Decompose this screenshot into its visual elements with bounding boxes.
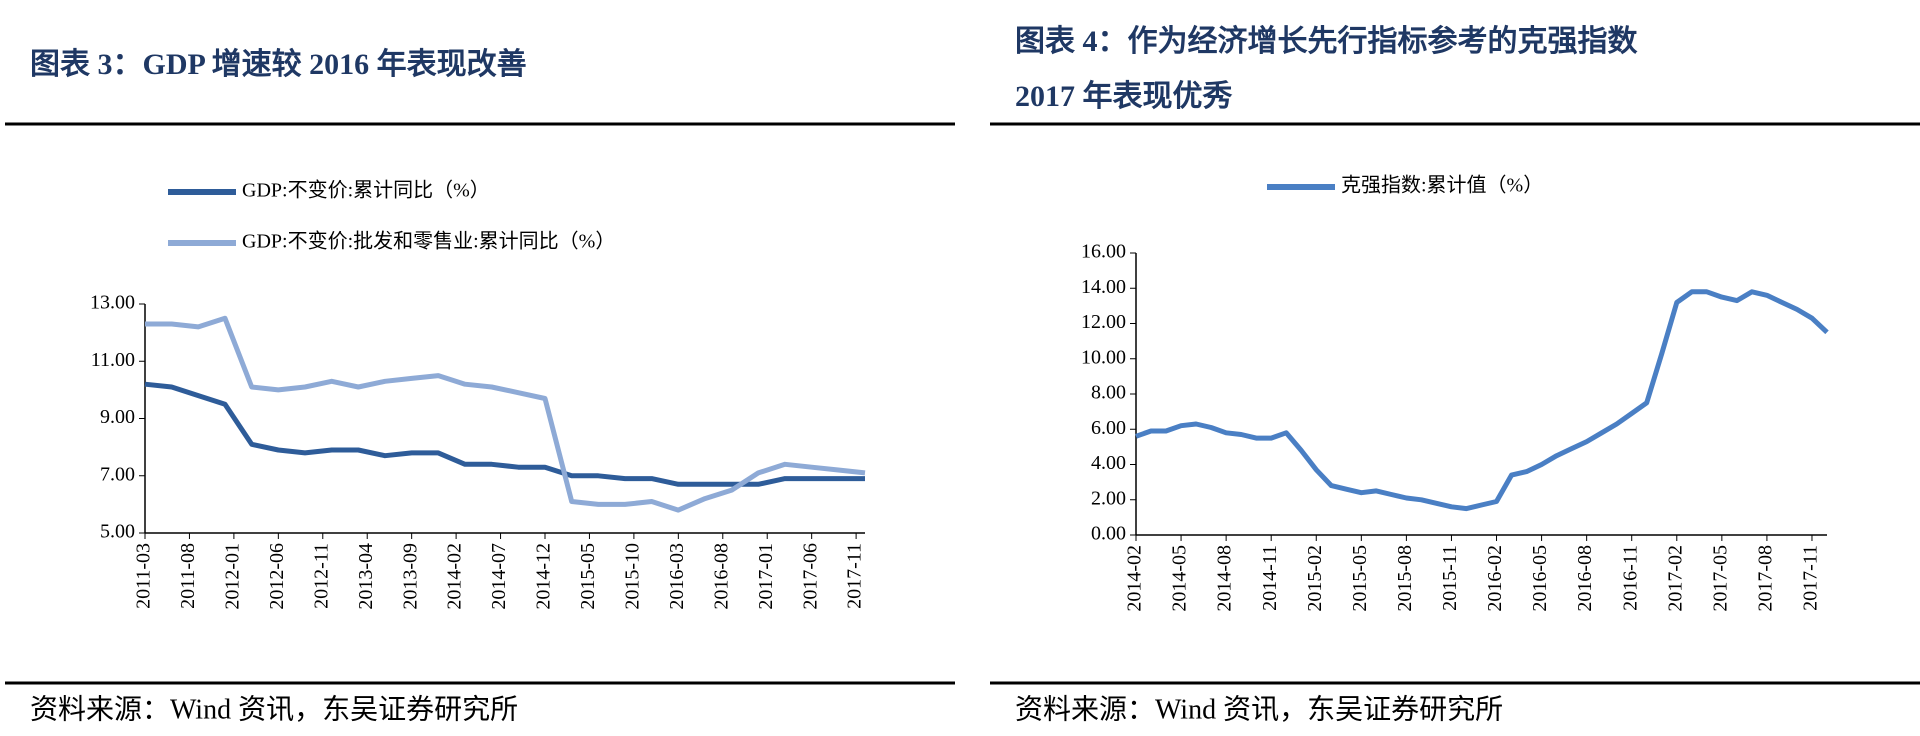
x-tick-label: 2014-02 [1124,545,1146,612]
source: 资料来源：Wind 资讯，东吴证券研究所 [30,693,518,725]
x-tick-label: 2011-08 [177,543,199,609]
y-tick-label: 6.00 [1091,417,1126,439]
source: 资料来源：Wind 资讯，东吴证券研究所 [1015,693,1503,725]
y-tick-label: 7.00 [100,463,135,485]
x-tick-label: 2016-11 [1619,545,1641,611]
x-tick-label: 2014-07 [488,543,510,610]
x-tick-label: 2017-06 [799,543,821,610]
y-tick-label: 4.00 [1091,452,1126,474]
x-tick-label: 2017-11 [1800,545,1822,611]
x-tick-label: 2016-03 [666,543,688,610]
y-tick-label: 9.00 [100,406,135,428]
x-tick-label: 2016-02 [1484,545,1506,612]
x-tick-label: 2015-08 [1394,545,1416,612]
x-tick-label: 2013-04 [355,543,377,610]
y-tick-label: 5.00 [100,521,135,543]
x-tick-label: 2015-11 [1439,545,1461,611]
x-tick-label: 2014-02 [444,543,466,610]
x-tick-label: 2012-11 [310,543,332,609]
x-tick-label: 2017-05 [1709,545,1731,612]
panel-title: 图表 4：作为经济增长先行指标参考的克强指数 [1015,24,1638,58]
data-line [144,381,865,487]
x-tick-label: 2017-01 [755,543,777,610]
x-tick-label: 2014-05 [1169,545,1191,612]
x-tick-label: 2011-03 [133,543,155,609]
y-tick-label: 10.00 [1081,346,1126,368]
legend-label: 克强指数:累计值（%） [1341,174,1543,197]
x-tick-label: 2015-10 [621,543,643,610]
panel-title: 2017 年表现优秀 [1015,80,1233,113]
x-tick-label: 2017-08 [1755,545,1777,612]
y-tick-label: 0.00 [1091,523,1126,545]
y-tick-label: 8.00 [1091,382,1126,404]
x-tick-label: 2014-12 [533,543,555,610]
y-tick-label: 2.00 [1091,487,1126,509]
y-tick-label: 13.00 [90,292,135,314]
x-tick-label: 2012-06 [266,543,288,610]
x-tick-label: 2017-02 [1664,545,1686,612]
x-tick-label: 2017-11 [844,543,866,609]
y-tick-label: 12.00 [1081,311,1126,333]
data-line [145,315,866,513]
y-tick-label: 11.00 [91,349,135,371]
x-tick-label: 2015-05 [577,543,599,610]
data-line [1135,289,1829,512]
x-tick-label: 2013-09 [399,543,421,610]
y-tick-label: 14.00 [1081,276,1126,298]
x-tick-label: 2012-01 [221,543,243,610]
x-tick-label: 2016-05 [1529,545,1551,612]
x-tick-label: 2015-05 [1349,545,1371,612]
x-tick-label: 2014-11 [1259,545,1281,611]
panel-title: 图表 3：GDP 增速较 2016 年表现改善 [30,47,527,81]
x-tick-label: 2016-08 [1574,545,1596,612]
legend-label: GDP:不变价:累计同比（%） [242,179,490,202]
x-tick-label: 2015-02 [1304,545,1326,612]
x-tick-label: 2016-08 [710,543,732,610]
x-tick-label: 2014-08 [1214,545,1236,612]
legend-label: GDP:不变价:批发和零售业:累计同比（%） [242,230,615,253]
y-tick-label: 16.00 [1081,241,1126,263]
